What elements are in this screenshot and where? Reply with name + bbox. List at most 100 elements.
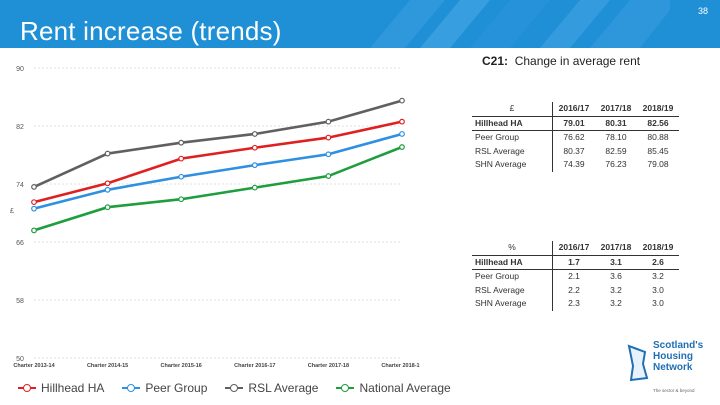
series-line (33, 132, 403, 210)
data-point (325, 118, 332, 125)
legend-label: Hillhead HA (41, 381, 105, 395)
y-axis-label: £ (10, 208, 14, 215)
data-point (325, 151, 332, 158)
data-point (251, 184, 258, 191)
table-cell: 2.1 (568, 271, 580, 281)
table-cell: 79.01 (552, 116, 595, 131)
table-row: Peer Group 2.1 3.6 3.2 (472, 269, 679, 284)
data-point (31, 183, 37, 190)
legend-item: RSL Average (225, 381, 318, 395)
percent-table: % 2016/17 2017/18 2018/19 Hillhead HA 1.7 3.1 2… (472, 241, 679, 311)
logo-tagline: The sector & beyond (653, 388, 695, 393)
data-point (399, 97, 405, 104)
table-cell: 3.1 (595, 255, 637, 270)
table-cell: 3.0 (652, 298, 664, 308)
series-line (33, 99, 403, 189)
table-row: SHN Average 74.39 76.23 79.08 (472, 158, 679, 172)
table-cell: 1.7 (552, 255, 595, 270)
data-point (325, 173, 332, 179)
legend-item: Hillhead HA (18, 381, 104, 395)
chart-title-prefix: C21: (482, 54, 509, 68)
data-point (399, 131, 405, 137)
data-point (251, 144, 258, 151)
table-cell: 76.23 (605, 159, 627, 169)
data-point (251, 131, 258, 137)
y-tick-label: 58 (16, 298, 24, 305)
y-tick-label: 82 (16, 124, 24, 131)
page-number: 38 (697, 6, 708, 16)
data-point (178, 155, 185, 162)
table-header-cell: 2018/19 (637, 241, 679, 256)
table-cell: 82.56 (637, 116, 679, 131)
table-header-cell: £ (472, 102, 553, 117)
table-cell: Peer Group (472, 269, 553, 284)
table-header-cell: 2018/19 (637, 102, 679, 117)
table-cell: RSL Average (472, 144, 553, 158)
data-point (104, 180, 111, 187)
logo-mark (627, 344, 649, 382)
data-point (325, 134, 332, 141)
data-point (399, 144, 405, 150)
legend-label: Peer Group (145, 381, 208, 395)
table-row: RSL Average 80.37 82.59 85.45 (472, 144, 679, 158)
data-point (104, 186, 111, 193)
line-chart: 90 82 74 66 58 50 £ Charter 2013-14 Charter 2014… (10, 66, 420, 369)
logo-text: Scotland's Housing Network (653, 340, 703, 373)
table-row: RSL Average 2.2 3.2 3.0 (472, 283, 679, 297)
legend-label: National Average (359, 381, 451, 395)
table-cell: 3.6 (610, 271, 622, 281)
series-line (33, 120, 403, 204)
table-cell: 79.08 (647, 159, 669, 169)
data-point (251, 162, 258, 169)
data-point (178, 139, 185, 146)
table-cell: 80.31 (595, 116, 637, 131)
data-point (31, 227, 37, 234)
y-tick-label: 90 (16, 66, 24, 73)
table-cell: 85.45 (647, 145, 669, 156)
slide-header: Rent increase (trends) 38 (0, 0, 720, 48)
table-cell: Hillhead HA (472, 116, 553, 131)
legend-swatch (336, 384, 355, 392)
table-header-cell: 2017/18 (595, 241, 637, 256)
logo-line-3: Network (653, 362, 693, 373)
x-tick-label: Charter 2014-15 (87, 363, 128, 369)
x-tick-label: Charter 2016-17 (234, 363, 275, 369)
y-tick-label: 74 (16, 182, 24, 189)
table-header-cell: 2017/18 (595, 102, 637, 117)
table-row: Peer Group 76.62 78.10 80.88 (472, 130, 679, 145)
table-cell: 74.39 (563, 159, 585, 169)
legend-item: Peer Group (122, 381, 207, 395)
table-cell: 76.62 (563, 132, 585, 142)
data-point (31, 205, 37, 212)
table-cell: 2.2 (568, 284, 580, 295)
table-cell: 3.2 (610, 298, 622, 308)
table-cell: SHN Average (472, 297, 553, 311)
table-cell: SHN Average (472, 158, 553, 172)
table-cell: Peer Group (472, 130, 553, 145)
data-point (178, 196, 185, 203)
logo-line-2: Housing (653, 351, 693, 362)
data-point (399, 118, 405, 125)
table-cell: 3.2 (652, 271, 664, 281)
table-cell: 78.10 (605, 132, 627, 142)
table-header-cell: 2016/17 (552, 241, 595, 256)
shn-logo: Scotland's Housing Network The sector & … (625, 340, 715, 402)
table-header-cell: % (472, 241, 553, 256)
y-tick-label: 50 (16, 356, 24, 363)
page-title: Rent increase (trends) (20, 16, 282, 46)
table-header-row: £2016/17 2017/18 2018/19 (472, 102, 679, 117)
chart-legend: Hillhead HA Peer Group RSL Average National… (18, 381, 451, 395)
table-cell: 2.3 (568, 298, 580, 308)
table-cell: Hillhead HA (472, 255, 553, 270)
table-cell: 80.88 (647, 132, 669, 142)
chart-title-text: Change in average rent (514, 54, 641, 68)
data-point (31, 199, 37, 206)
table-cell: 82.59 (605, 145, 627, 156)
x-tick-label: Charter 2017-18 (308, 363, 349, 369)
table-row: SHN Average 2.3 3.2 3.0 (472, 297, 679, 311)
legend-swatch (18, 384, 36, 392)
table-row: Hillhead HA 79.01 80.31 82.56 (472, 116, 679, 131)
rent-table: £2016/17 2017/18 2018/19 Hillhead HA 79.01 80… (472, 102, 679, 172)
legend-label: RSL Average (248, 381, 319, 395)
x-tick-label: Charter 2015-16 (161, 363, 202, 369)
